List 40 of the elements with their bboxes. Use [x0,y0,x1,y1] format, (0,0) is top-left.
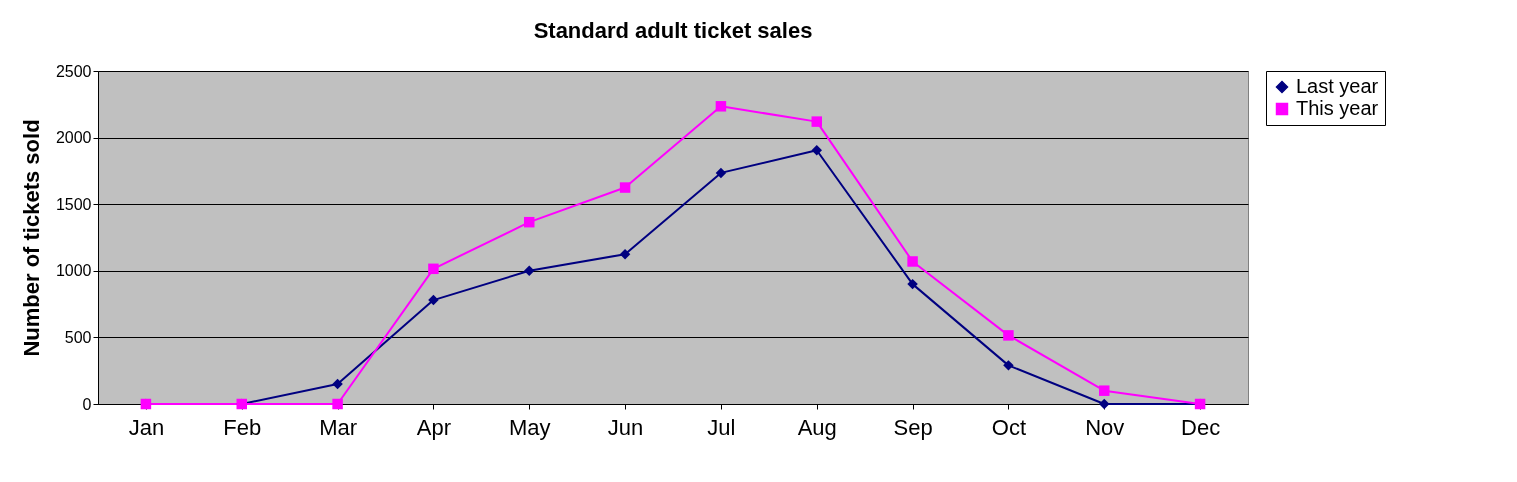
point [619,182,631,193]
point [524,216,535,228]
y-tick-label: 1000 [55,262,92,280]
legend-label: This year [1296,97,1379,119]
x-tick-label: Feb [223,414,262,440]
point [811,145,822,156]
point [428,263,439,275]
x-tick-label: Aug [797,414,837,440]
point [1003,360,1014,371]
x-tick-label: Oct [991,414,1027,440]
point [811,116,822,127]
y-tick-label: 500 [64,328,92,346]
point [907,278,918,290]
chart-title: Standard adult ticket sales [533,18,813,43]
point [332,378,343,390]
y-axis-title: Number of tickets sold [18,119,44,357]
x-tick-label: Mar [319,414,358,440]
x-tick-label: May [508,414,551,440]
point [428,294,439,306]
y-tick-label: 2500 [55,62,92,80]
x-tick-label: Jun [607,414,644,440]
point [524,265,535,277]
point [1099,398,1110,410]
x-tick-label: Jan [128,414,165,440]
point [715,101,727,112]
point [715,167,727,179]
x-tick-label: Dec [1181,414,1221,440]
point [1003,330,1014,341]
legend-label: Last year [1296,75,1379,97]
point [907,256,918,267]
y-tick-label: 1500 [55,195,92,213]
point [619,248,631,260]
y-tick-label: 0 [82,395,92,413]
x-tick-label: Jul [707,414,736,440]
point [332,398,343,410]
y-tick-label: 2000 [55,129,92,147]
x-tick-label: Nov [1085,414,1125,440]
point [1099,385,1110,396]
x-tick-label: Apr [416,414,452,440]
x-tick-label: Sep [893,414,933,440]
